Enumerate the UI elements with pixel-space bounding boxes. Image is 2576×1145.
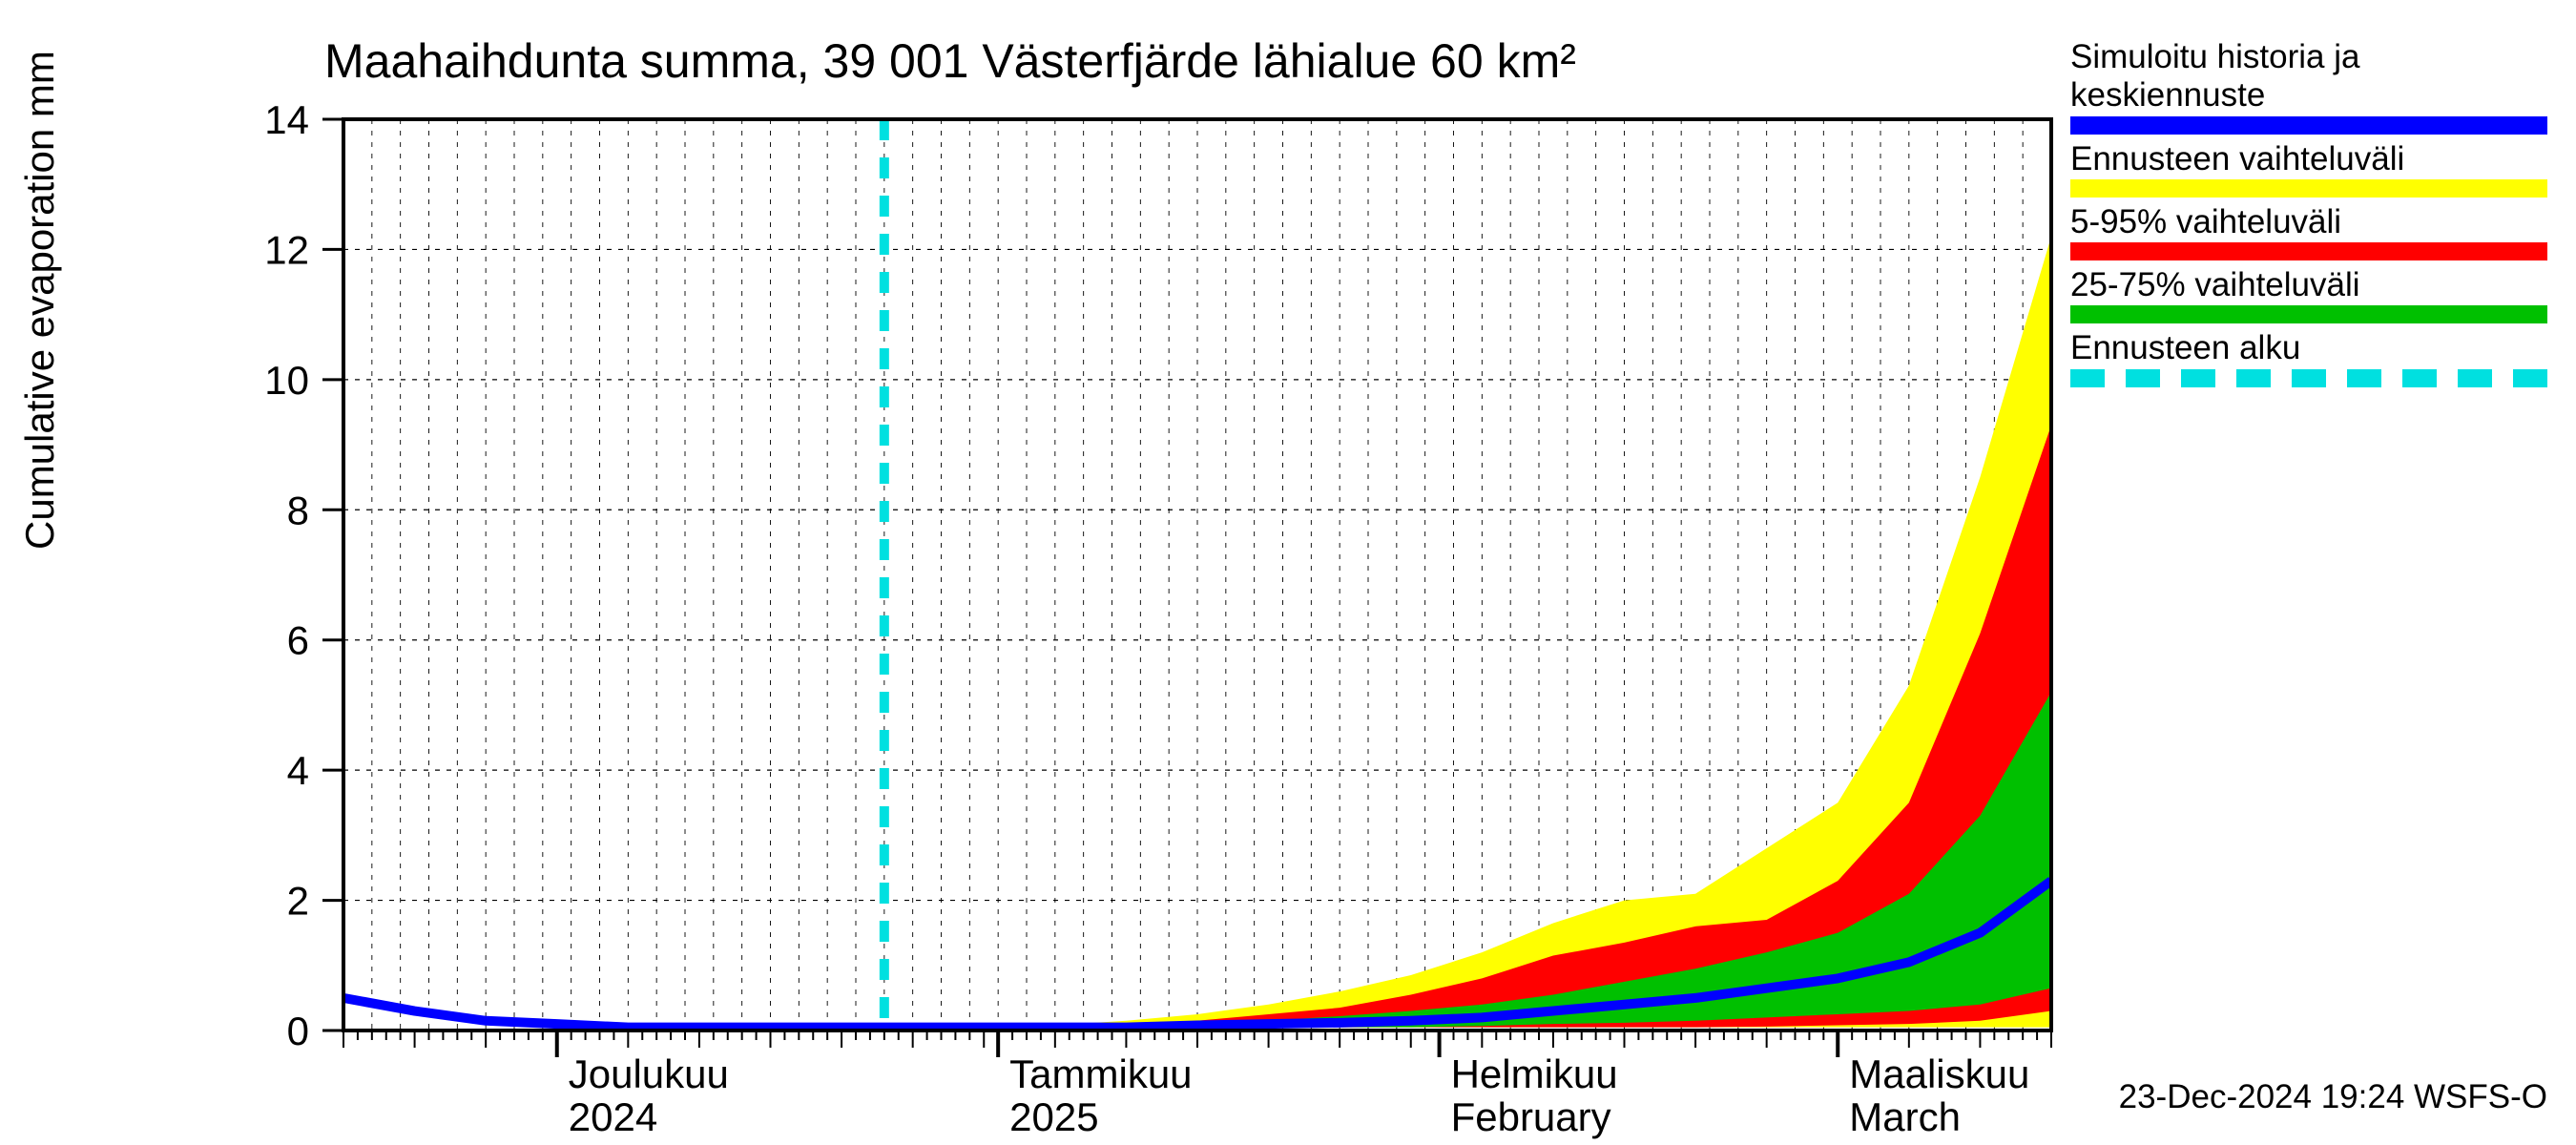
svg-text:March: March xyxy=(1849,1094,1961,1139)
svg-text:Tammikuu: Tammikuu xyxy=(1009,1051,1192,1096)
svg-text:2025: 2025 xyxy=(1009,1094,1098,1139)
chart-stage: { "chart": { "type": "area", "title": "M… xyxy=(0,0,2576,1145)
svg-text:Helmikuu: Helmikuu xyxy=(1451,1051,1618,1096)
svg-text:2: 2 xyxy=(287,879,309,924)
timestamp-label: 23-Dec-2024 19:24 WSFS-O xyxy=(2119,1078,2547,1116)
chart-title: Maahaihdunta summa, 39 001 Västerfjärde … xyxy=(324,33,1576,89)
legend-label: Ennusteen vaihteluväli xyxy=(2070,140,2547,178)
legend-item: 25-75% vaihteluväli xyxy=(2070,266,2547,323)
svg-text:0: 0 xyxy=(287,1009,309,1053)
svg-text:February: February xyxy=(1451,1094,1611,1139)
legend-swatch xyxy=(2070,368,2547,387)
svg-text:Maaliskuu: Maaliskuu xyxy=(1849,1051,2029,1096)
legend-swatch xyxy=(2070,178,2547,198)
legend: Simuloitu historia jakeskiennuste Ennuste… xyxy=(2070,38,2547,393)
legend-swatch xyxy=(2070,115,2547,135)
svg-text:6: 6 xyxy=(287,618,309,663)
legend-swatch xyxy=(2070,241,2547,260)
legend-label: Ennusteen alku xyxy=(2070,329,2547,367)
legend-label: Simuloitu historia jakeskiennuste xyxy=(2070,38,2547,115)
svg-text:8: 8 xyxy=(287,488,309,532)
svg-text:10: 10 xyxy=(264,358,309,403)
svg-text:2024: 2024 xyxy=(569,1094,657,1139)
legend-item: Ennusteen vaihteluväli xyxy=(2070,140,2547,198)
legend-item: Ennusteen alku xyxy=(2070,329,2547,386)
svg-text:4: 4 xyxy=(287,748,309,793)
legend-swatch xyxy=(2070,304,2547,323)
svg-text:Joulukuu: Joulukuu xyxy=(569,1051,729,1096)
legend-item: 5-95% vaihteluväli xyxy=(2070,203,2547,260)
y-axis-label: Cumulative evaporation mm xyxy=(17,51,63,550)
legend-label: 25-75% vaihteluväli xyxy=(2070,266,2547,304)
legend-label: 5-95% vaihteluväli xyxy=(2070,203,2547,241)
svg-text:14: 14 xyxy=(264,97,309,142)
svg-text:12: 12 xyxy=(264,227,309,272)
legend-item: Simuloitu historia jakeskiennuste xyxy=(2070,38,2547,135)
